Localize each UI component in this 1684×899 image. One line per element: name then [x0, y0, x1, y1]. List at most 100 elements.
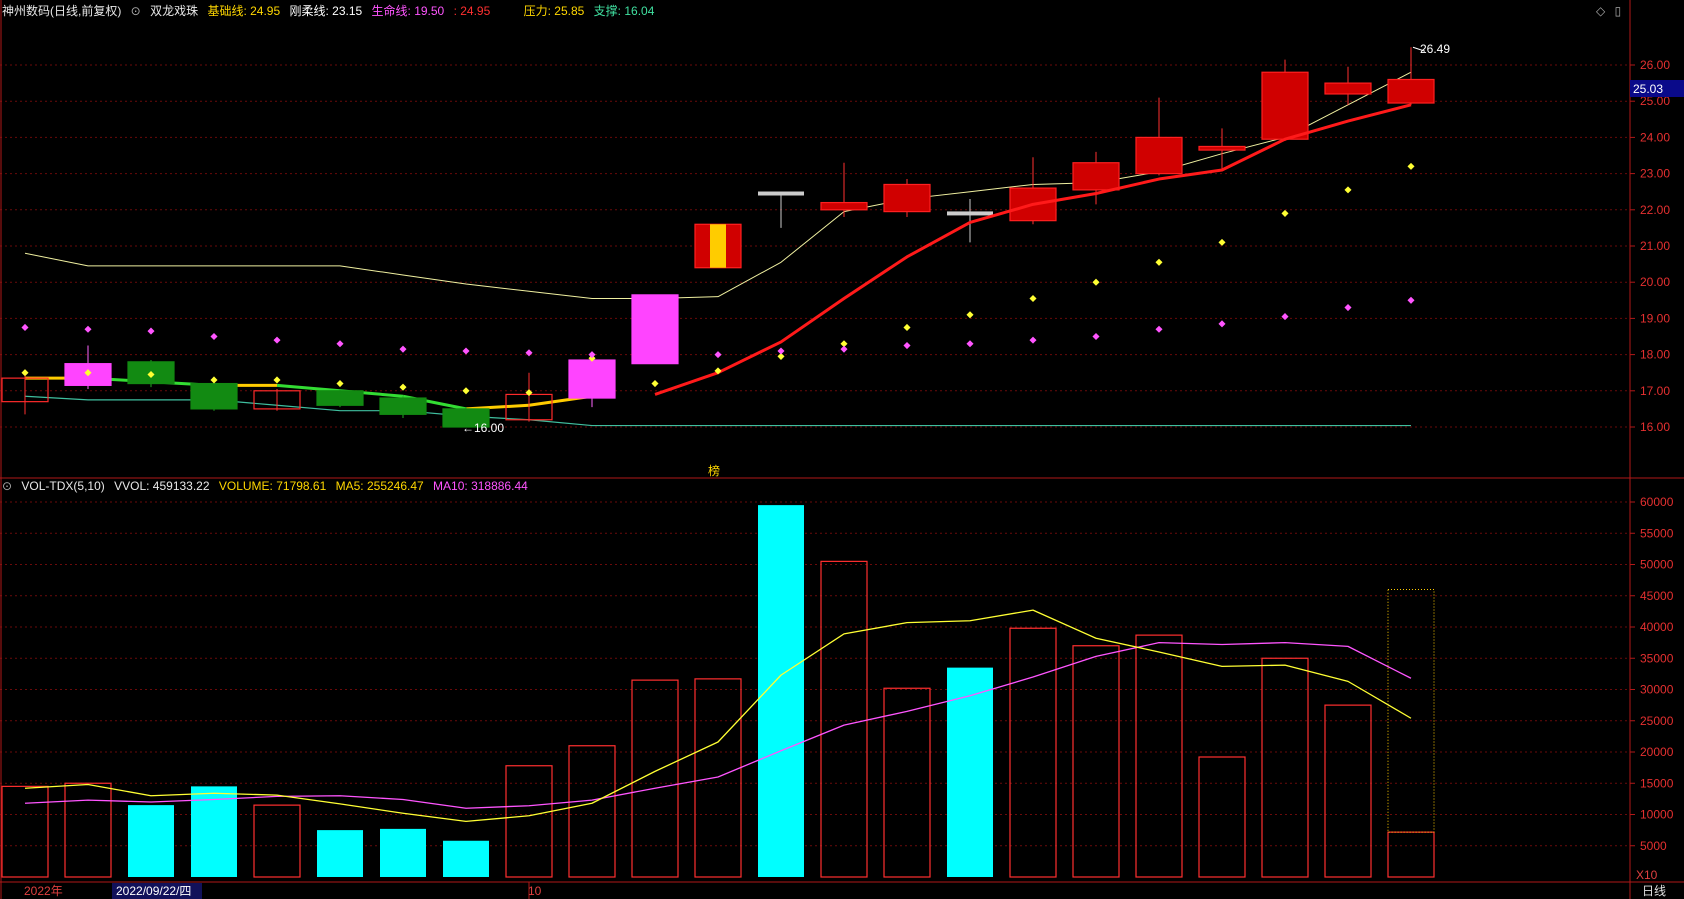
candle-body	[820, 201, 868, 211]
volume-tick-label: 50000	[1640, 558, 1674, 572]
candle-body	[316, 390, 364, 406]
magenta-dot	[1407, 296, 1415, 304]
candle-body	[1261, 71, 1309, 140]
base-line-segment	[276, 383, 341, 393]
magenta-dot	[777, 347, 785, 355]
candle-body	[1135, 136, 1183, 175]
support-line	[24, 395, 1411, 427]
period-label[interactable]: 日线	[1642, 884, 1666, 898]
vol-dropdown-icon[interactable]: ⊙	[2, 479, 13, 493]
vol-indicator-name[interactable]: VOL-TDX(5,10)	[21, 479, 105, 493]
volume-tick-label: 15000	[1640, 776, 1674, 790]
price-tick-label: 17.00	[1640, 384, 1670, 398]
volume-bar	[253, 804, 301, 878]
yellow-dot	[1344, 186, 1352, 194]
yellow-dot	[525, 389, 533, 397]
candle-body	[379, 397, 427, 415]
indicator-dropdown-icon[interactable]: ⊙	[130, 4, 141, 18]
base-line-segment	[465, 403, 530, 411]
magenta-dot	[273, 336, 281, 344]
panel-toggle-icon[interactable]: ▯	[1614, 4, 1622, 18]
yellow-dot	[462, 387, 470, 395]
price-tick-label: 26.00	[1640, 58, 1670, 72]
volume-tick-label: 5000	[1640, 839, 1667, 853]
yellow-dot	[1407, 162, 1415, 170]
volume-bar	[128, 805, 174, 877]
volume-tick-label: 60000	[1640, 495, 1674, 509]
base-line-value: 基础线: 24.95	[207, 4, 281, 18]
price-tick-label: 22.00	[1640, 203, 1670, 217]
candle-body	[190, 382, 238, 410]
candle-body	[883, 183, 931, 213]
diamond-icon[interactable]: ◇	[1596, 4, 1606, 18]
volume-bar	[505, 765, 553, 878]
indicator-name[interactable]: 双龙戏珠	[150, 4, 199, 18]
yellow-dot	[273, 376, 281, 384]
vol-ma10-line	[24, 641, 1412, 809]
candle-body	[631, 294, 679, 365]
magenta-dot	[1092, 332, 1100, 341]
volume-bar	[191, 786, 237, 877]
magenta-dot	[525, 349, 533, 357]
projected-volume-bar	[1387, 589, 1435, 833]
volume-tick-label: 25000	[1640, 714, 1674, 728]
volume-bar	[1198, 756, 1246, 878]
yellow-dot	[21, 369, 29, 377]
yellow-dot	[336, 380, 344, 388]
magenta-dot	[903, 342, 911, 350]
volume-bar	[1324, 704, 1372, 878]
magenta-dot	[147, 327, 155, 335]
price-tick-label: 23.00	[1640, 167, 1670, 181]
magenta-dot	[1218, 320, 1226, 328]
high-label: 26.49	[1420, 42, 1450, 56]
volume-bar	[694, 678, 742, 878]
yellow-dot	[714, 367, 722, 375]
magenta-dot	[399, 345, 407, 353]
yellow-dot	[588, 354, 596, 362]
window-controls: ◇ ▯	[1596, 1, 1627, 21]
event-marker[interactable]: 榜	[708, 463, 720, 478]
year-label: 2022年	[24, 884, 63, 898]
last-price-label: 25.03	[1633, 82, 1663, 96]
volume-bar	[317, 830, 363, 877]
yellow-dot	[1218, 238, 1226, 246]
volume-bar	[1072, 645, 1120, 878]
yellow-dot	[1092, 278, 1100, 286]
price-header: 神州数码(日线,前复权) ⊙ 双龙戏珠 基础线: 24.95 刚柔线: 23.1…	[2, 1, 660, 21]
high-arrow	[1412, 46, 1426, 52]
date-label: 2022/09/22/四	[116, 884, 191, 898]
life-line-value: 生命线: 19.50	[371, 4, 445, 18]
volume-header: ⊙ VOL-TDX(5,10) VVOL: 459133.22 VOLUME: …	[2, 476, 534, 496]
price-panel	[1, 46, 1435, 428]
price-tick-label: 19.00	[1640, 311, 1670, 325]
pressure-value: 压力: 25.85	[523, 4, 585, 18]
life-line	[654, 103, 1412, 396]
stock-title[interactable]: 神州数码(日线,前复权)	[2, 4, 122, 18]
volume-bar	[1135, 634, 1183, 878]
yellow-dot	[399, 383, 407, 391]
yellow-dot	[651, 380, 659, 388]
magenta-dot	[336, 340, 344, 348]
price-tick-label: 16.00	[1640, 420, 1670, 434]
magenta-dot	[966, 340, 974, 348]
volume-bar	[443, 840, 489, 877]
yellow-dot	[1155, 258, 1163, 266]
vol-unit-label: X10	[1636, 868, 1658, 882]
candle-body	[1324, 82, 1372, 95]
yellow-dot	[903, 323, 911, 331]
volume-bar	[64, 782, 112, 878]
yellow-dot	[210, 376, 218, 384]
candle-body	[253, 390, 301, 410]
volume-tick-label: 30000	[1640, 683, 1674, 697]
magenta-dot	[588, 351, 596, 359]
low-label: ←16.00	[462, 421, 504, 435]
yellow-dot	[1029, 294, 1037, 303]
volume-bar	[758, 505, 804, 877]
volume-bar	[947, 667, 993, 877]
price-tick-label: 21.00	[1640, 239, 1670, 253]
volume-value: VOLUME: 71798.61	[218, 479, 327, 493]
volume-panel	[1, 505, 1435, 878]
yellow-dot	[1281, 209, 1289, 217]
